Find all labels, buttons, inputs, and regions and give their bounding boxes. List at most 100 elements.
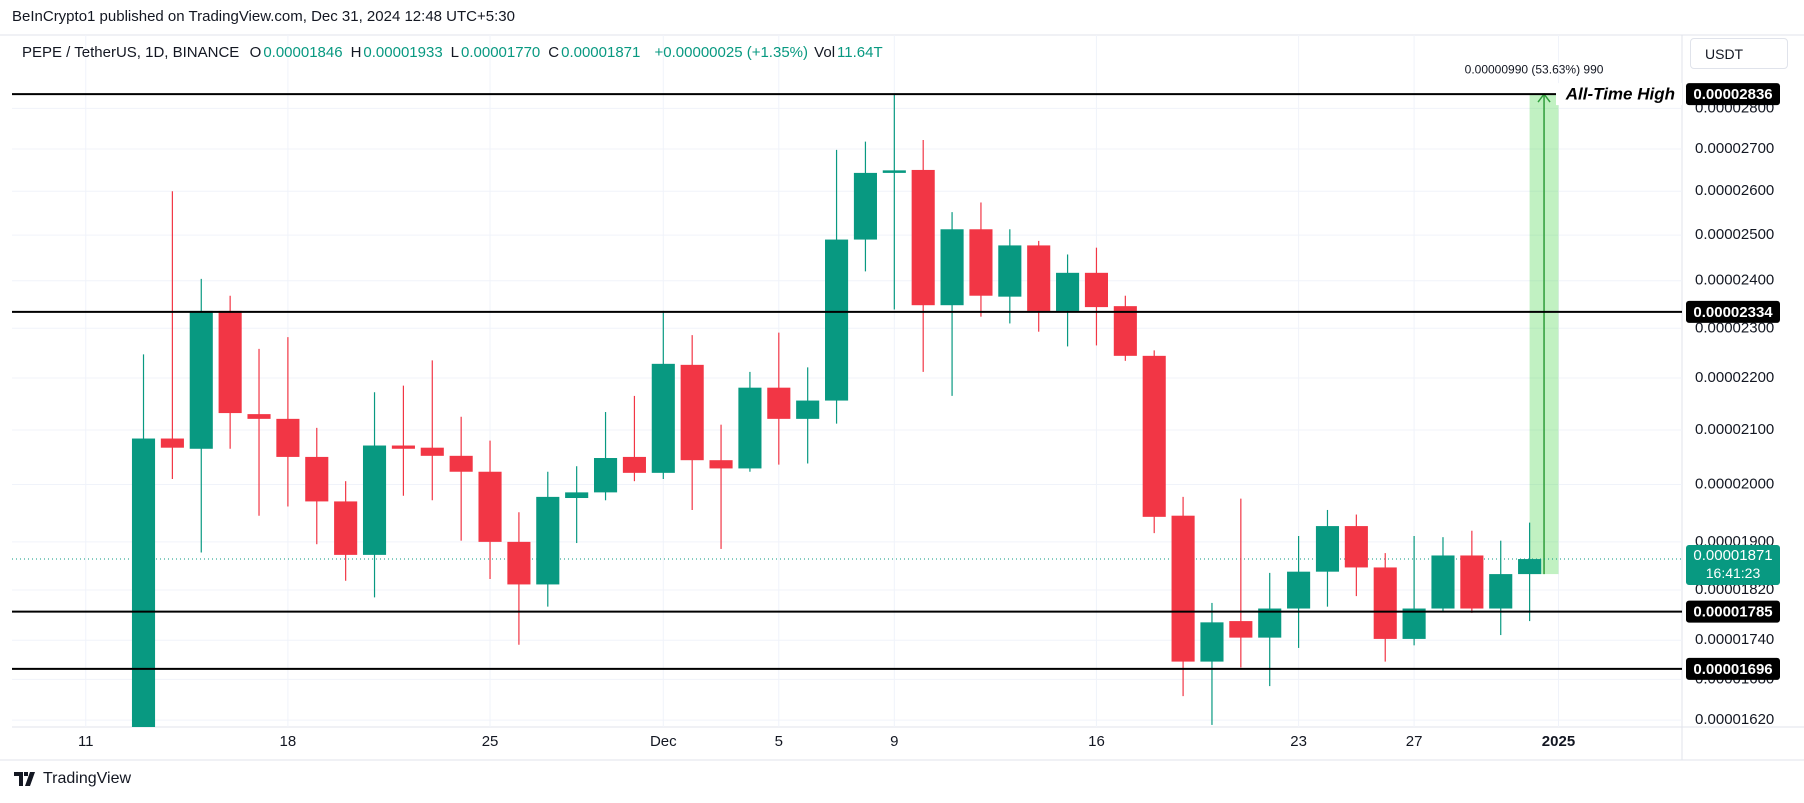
x-tick-label: 5: [775, 733, 783, 750]
field-value: 0.00001846: [263, 44, 343, 61]
ohlc-fields: O 0.00001846 H 0.00001933 L 0.00001770 C 0.0000…: [250, 44, 649, 61]
candle-body: [825, 239, 849, 401]
countdown: 16:41:23: [1706, 565, 1761, 581]
level-label-box: [1686, 300, 1780, 323]
x-tick-label: 9: [890, 733, 898, 750]
x-tick-label: 23: [1290, 733, 1307, 750]
candle-body: [1373, 567, 1397, 639]
candle-body: [1315, 526, 1340, 572]
y-tick-label: 0.00002700: [1695, 140, 1774, 157]
logo: [14, 772, 35, 786]
ohlc-legend: PEPE / TetherUS, 1D, BINANCE O 0.00001846…: [22, 44, 885, 61]
candle-body: [1056, 272, 1080, 311]
last-price-box: [1686, 545, 1780, 586]
volume: 11.64T: [837, 44, 883, 61]
level-label: 0.00002836: [1693, 86, 1772, 103]
y-tick-label: 0.00001820: [1695, 581, 1774, 598]
candle-body: [362, 445, 387, 555]
candle-body: [478, 471, 502, 542]
candle-body: [189, 310, 213, 449]
y-tick-label: 0.00002300: [1695, 319, 1774, 336]
candle-body: [1084, 272, 1109, 308]
candle-body: [507, 541, 531, 585]
candle-body: [1344, 526, 1368, 568]
candle-body: [738, 387, 762, 469]
field-value: 0.00001770: [461, 44, 541, 61]
y-tick-label: 0.00001740: [1695, 631, 1774, 648]
candle-body: [1113, 306, 1137, 356]
field-key: C: [548, 44, 560, 61]
candle-body: [998, 245, 1022, 297]
candle-body: [1287, 571, 1311, 609]
symbol: PEPE / TetherUS, 1D, BINANCE: [22, 44, 240, 61]
field-value: 0.00001871: [561, 44, 641, 61]
last-price-label: 0.00001871: [1693, 547, 1772, 564]
candle-body: [853, 172, 877, 240]
footer: TradingView: [14, 770, 131, 788]
field-value: 0.00001933: [363, 44, 443, 61]
x-tick-label: 11: [78, 733, 94, 750]
candle-body: [1402, 608, 1426, 639]
candle-body: [420, 447, 444, 456]
x-tick-label: 27: [1406, 733, 1423, 750]
candle-body: [565, 492, 589, 499]
candle-body: [1460, 555, 1484, 609]
y-tick-label: 0.00001620: [1695, 711, 1774, 728]
x-tick-label: 18: [280, 733, 297, 750]
candle-body: [305, 456, 329, 502]
candle-body: [651, 363, 675, 473]
level-label-box: [1686, 83, 1780, 106]
candle-body: [131, 438, 156, 727]
y-tick-label: 0.00002600: [1695, 182, 1774, 199]
candle-body: [796, 400, 820, 419]
level-label: 0.00001785: [1693, 604, 1772, 621]
candle-body: [911, 169, 935, 306]
level-label-box: [1686, 657, 1780, 680]
y-tick-label: 0.00002100: [1695, 421, 1774, 438]
candle-body: [334, 501, 358, 555]
field-key: O: [249, 44, 262, 61]
candle-body: [276, 418, 300, 457]
candle-body: [247, 414, 271, 419]
candle-body: [593, 458, 618, 493]
candle-body: [391, 445, 415, 449]
candle-body: [1171, 515, 1195, 662]
change: +0.00000025 (+1.35%): [654, 44, 808, 61]
brand: TradingView: [43, 770, 132, 787]
y-tick-label: 0.00002200: [1695, 369, 1774, 386]
field-key: L: [450, 44, 460, 61]
candle-body: [160, 438, 184, 448]
candle-body: [622, 456, 646, 473]
candle-body: [1142, 355, 1166, 517]
measure-label: 0.00000990 (53.63%) 990: [1465, 62, 1604, 76]
candle-body: [940, 229, 964, 306]
candle-body: [1258, 608, 1282, 638]
field-key: H: [350, 44, 362, 61]
level-label: 0.00001696: [1693, 661, 1772, 678]
y-tick-label: 0.00002400: [1695, 272, 1774, 289]
candle-body: [218, 310, 242, 414]
candle-body: [1431, 555, 1455, 609]
y-tick-label: 0.00002000: [1695, 475, 1774, 492]
publish-info: BeInCrypto1 published on TradingView.com…: [12, 8, 515, 25]
x-tick-label: 25: [482, 733, 499, 750]
candle-body: [709, 460, 733, 469]
level-name: All-Time High: [1565, 85, 1675, 104]
level-label: 0.00002334: [1693, 304, 1773, 321]
candle-body: [536, 496, 560, 585]
level-label-box: [1686, 600, 1780, 623]
x-tick-label: Dec: [650, 733, 677, 750]
candle-body: [1489, 574, 1513, 609]
level-name-bg: [1556, 83, 1682, 106]
currency-button[interactable]: USDT: [1690, 38, 1788, 69]
plot-area: [12, 92, 1682, 727]
candle-body: [1518, 559, 1542, 575]
axes: 0.000028000.000027000.000026000.00002500…: [12, 62, 1780, 750]
candle-body: [1027, 245, 1051, 311]
candle-body: [767, 387, 791, 419]
candle-body: [1229, 621, 1253, 638]
candle-body: [1200, 622, 1224, 662]
candle-body: [882, 170, 906, 173]
